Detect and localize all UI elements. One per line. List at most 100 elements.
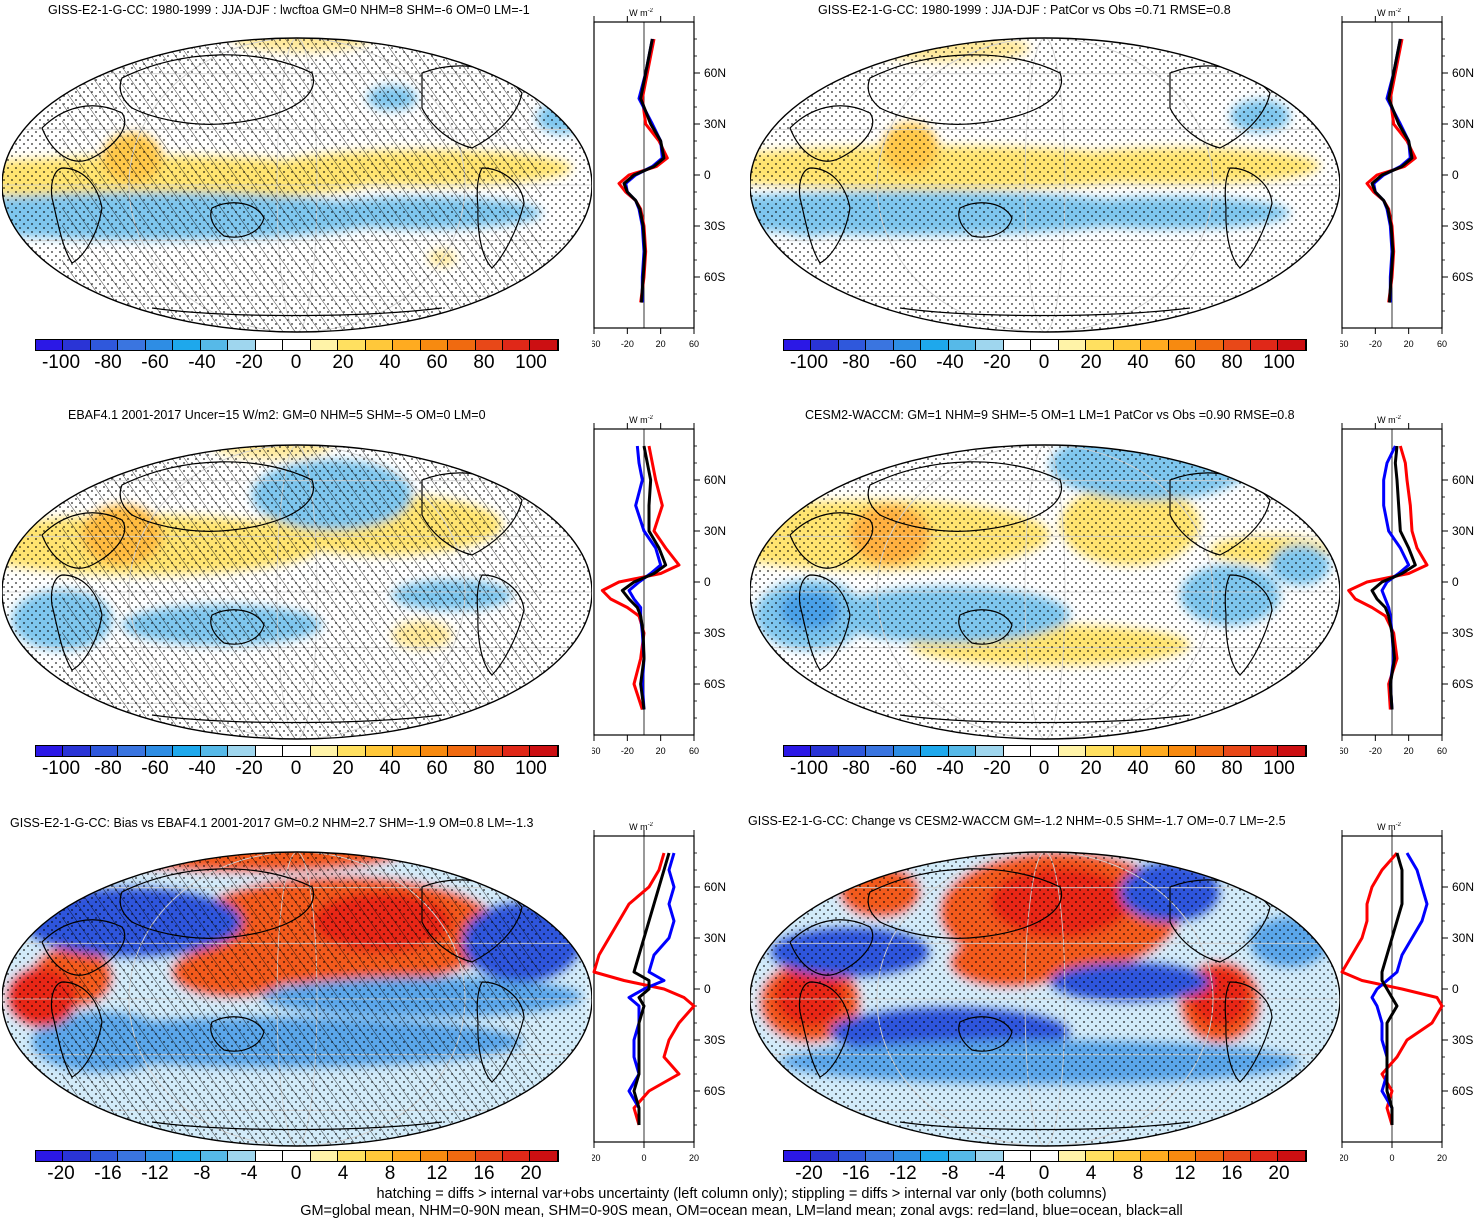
colorbar-tick-label: 40 — [1127, 758, 1149, 779]
colorbar-tick-label: 20 — [1080, 758, 1102, 779]
series-all-line — [622, 38, 666, 303]
zonal-mean-plot: 60N 30N 0 30S 60S -20 0 20 W m-2 — [592, 822, 726, 1162]
colorbar-tick-label: 60 — [1174, 352, 1196, 373]
colorbar-tick-label: 4 — [337, 1163, 349, 1184]
map — [750, 37, 1340, 333]
colorbar-tick-label: 0 — [1038, 352, 1050, 373]
colorbar-tick-label: 20 — [332, 352, 354, 373]
unit-label: W m-2 — [1377, 8, 1401, 18]
lat-tick-label: 30S — [1452, 219, 1473, 233]
colorbar-tick-label: -80 — [94, 352, 122, 373]
lat-tick-label: 60S — [704, 677, 725, 691]
lat-tick-label: 30S — [704, 219, 725, 233]
colorbar-tick-label: -60 — [889, 758, 917, 779]
series-land-line — [1340, 852, 1444, 1126]
colorbar-tick-label: 80 — [473, 352, 495, 373]
colorbar-tick-label: -4 — [988, 1163, 1006, 1184]
colorbar-tick-label: 16 — [473, 1163, 495, 1184]
lat-tick-label: 60N — [704, 473, 726, 487]
lat-tick-label: 30N — [1452, 931, 1474, 945]
footer-line1: hatching = diffs > internal var+obs unce… — [376, 1186, 1107, 1202]
lat-tick-label: 30N — [704, 117, 726, 131]
map — [750, 444, 1340, 740]
colorbar — [783, 1150, 1307, 1162]
x-tick-label: -20 — [621, 339, 634, 348]
colorbar-tick-label: 80 — [473, 758, 495, 779]
colorbar-tick-label: -8 — [941, 1163, 959, 1184]
lat-tick-label: 30N — [704, 524, 726, 538]
colorbar-tick-label: 20 — [332, 758, 354, 779]
unit-label: W m-2 — [629, 415, 653, 425]
lat-tick-label: 0 — [704, 575, 711, 589]
colorbar-tick-label: 80 — [1221, 758, 1243, 779]
panel-title: GISS-E2-1-G-CC: 1980-1999 : JJA-DJF : lw… — [48, 3, 530, 17]
colorbar-tick-label: 60 — [426, 352, 448, 373]
lat-tick-label: 60S — [1452, 270, 1473, 284]
colorbar-tick-label: 40 — [379, 758, 401, 779]
panel-title: GISS-E2-1-G-CC: 1980-1999 : JJA-DJF : Pa… — [818, 3, 1231, 17]
lat-tick-label: 60S — [704, 1084, 725, 1098]
series-all-line — [1370, 38, 1414, 303]
colorbar-tick-label: -40 — [936, 758, 964, 779]
x-tick-label: -60 — [1340, 746, 1349, 755]
colorbar-tick-label: -20 — [983, 758, 1011, 779]
colorbar-tick-label: 100 — [515, 758, 547, 779]
lat-tick-label: 60N — [1452, 473, 1474, 487]
colorbar-tick-label: -8 — [193, 1163, 211, 1184]
x-tick-label: 60 — [1437, 746, 1447, 755]
footer-line2: GM=global mean, NHM=0-90N mean, SHM=0-90… — [300, 1203, 1183, 1219]
x-tick-label: -20 — [621, 746, 634, 755]
colorbar-tick-label: 100 — [515, 352, 547, 373]
lat-tick-label: 0 — [1452, 982, 1459, 996]
x-tick-label: 0 — [641, 1153, 646, 1162]
x-tick-label: 0 — [1389, 1153, 1394, 1162]
colorbar-tick-label: -12 — [889, 1163, 917, 1184]
colorbar — [783, 745, 1307, 757]
colorbar-tick-label: -4 — [240, 1163, 258, 1184]
lat-tick-label: 30N — [1452, 117, 1474, 131]
lat-tick-label: 60N — [1452, 880, 1474, 894]
colorbar-tick-label: -80 — [842, 352, 870, 373]
colorbar-tick-label: -40 — [188, 758, 216, 779]
colorbar-tick-label: 4 — [1085, 1163, 1097, 1184]
x-tick-label: 20 — [1404, 339, 1414, 348]
colorbar-tick-label: -20 — [47, 1163, 75, 1184]
panel-title: EBAF4.1 2001-2017 Uncer=15 W/m2: GM=0 NH… — [68, 408, 486, 422]
colorbar — [783, 339, 1307, 351]
colorbar-tick-label: -20 — [795, 1163, 823, 1184]
zonal-mean-plot: 60N 30N 0 30S 60S -60 -20 20 60 W m-2 — [1340, 8, 1474, 348]
colorbar-tick-label: 40 — [379, 352, 401, 373]
colorbar-tick-label: -40 — [936, 352, 964, 373]
x-tick-label: -60 — [592, 339, 601, 348]
x-tick-label: 20 — [656, 339, 666, 348]
series-land-line — [592, 852, 696, 1126]
lat-tick-label: 60S — [1452, 1084, 1473, 1098]
colorbar-tick-label: -16 — [842, 1163, 870, 1184]
unit-label: W m-2 — [629, 8, 653, 18]
colorbar-tick-label: -12 — [141, 1163, 169, 1184]
panel-title: CESM2-WACCM: GM=1 NHM=9 SHM=-5 OM=1 LM=1… — [805, 408, 1295, 422]
colorbar-tick-label: 100 — [1263, 758, 1295, 779]
colorbar-tick-label: -100 — [789, 352, 829, 373]
x-tick-label: 20 — [1404, 746, 1414, 755]
series-land-line — [1347, 445, 1429, 710]
footer: hatching = diffs > internal var+obs unce… — [0, 1186, 1483, 1220]
lat-tick-label: 30S — [1452, 626, 1473, 640]
series-all-line — [620, 445, 668, 710]
colorbar-tick-label: -20 — [235, 758, 263, 779]
lat-tick-label: 0 — [704, 982, 711, 996]
colorbar-tick-label: 60 — [1174, 758, 1196, 779]
colorbar-tick-label: 0 — [290, 352, 302, 373]
colorbar — [35, 1150, 559, 1162]
map — [2, 37, 592, 333]
lat-tick-label: 60N — [704, 66, 726, 80]
x-tick-label: 20 — [1437, 1153, 1447, 1162]
lat-tick-label: 60N — [704, 880, 726, 894]
colorbar-tick-label: 8 — [1132, 1163, 1144, 1184]
x-tick-label: 60 — [689, 746, 699, 755]
x-tick-label: -20 — [592, 1153, 601, 1162]
panel-title: GISS-E2-1-G-CC: Change vs CESM2-WACCM GM… — [748, 814, 1286, 828]
x-tick-label: 60 — [689, 339, 699, 348]
lat-tick-label: 0 — [1452, 575, 1459, 589]
zonal-mean-plot: 60N 30N 0 30S 60S -60 -20 20 60 W m-2 — [592, 415, 726, 755]
